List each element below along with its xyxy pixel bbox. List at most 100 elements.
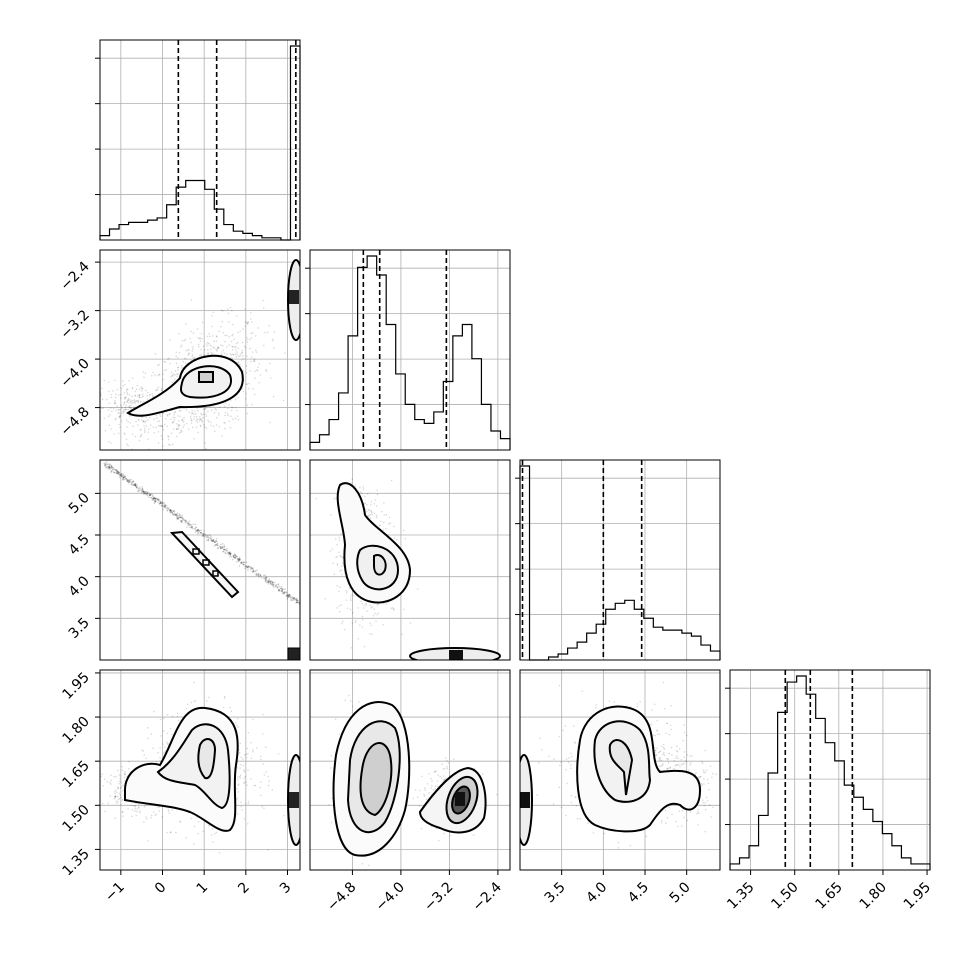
scatter-point [107, 468, 109, 470]
scatter-point [378, 524, 381, 527]
scatter-point [203, 535, 205, 538]
scatter-point [340, 533, 342, 535]
scatter-point [147, 496, 150, 499]
scatter-point [179, 821, 182, 823]
scatter-point [175, 513, 178, 515]
scatter-point [236, 766, 238, 769]
scatter-point [286, 593, 289, 596]
scatter-point [191, 355, 193, 358]
scatter-point [188, 523, 190, 526]
scatter-point [132, 483, 134, 486]
scatter-point [160, 415, 162, 418]
scatter-point [481, 773, 484, 775]
scatter-point [185, 707, 188, 710]
scatter-point [146, 737, 149, 740]
scatter-point [233, 555, 235, 557]
scatter-point [223, 421, 225, 424]
scatter-point [357, 607, 359, 609]
scatter-point [254, 370, 256, 372]
scatter-point [104, 464, 106, 467]
scatter-point [237, 341, 239, 344]
scatter-point [115, 800, 118, 802]
scatter-point [375, 620, 377, 622]
scatter-point [237, 559, 240, 561]
scatter-point [180, 367, 183, 369]
scatter-point [119, 474, 121, 476]
scatter-point [188, 524, 190, 526]
scatter-point [147, 438, 149, 441]
scatter-point [208, 342, 210, 345]
scatter-point [164, 504, 167, 507]
scatter-point [185, 349, 187, 352]
scatter-point [145, 416, 148, 419]
scatter-point [212, 539, 215, 541]
scatter-point [120, 474, 122, 476]
scatter-point [183, 518, 185, 521]
scatter-point [173, 420, 175, 423]
scatter-point [134, 484, 136, 487]
scatter-point [137, 487, 139, 490]
scatter-point [202, 534, 205, 536]
scatter-point [197, 337, 199, 339]
scatter-point [153, 497, 156, 499]
scatter-point [217, 347, 219, 350]
density-cell [449, 650, 463, 660]
scatter-point [435, 827, 438, 830]
scatter-point [131, 377, 134, 380]
scatter-point [162, 743, 164, 745]
scatter-point [95, 392, 97, 394]
scatter-point [157, 751, 159, 754]
scatter-point [217, 547, 219, 549]
scatter-point [143, 754, 146, 757]
scatter-point [180, 516, 183, 518]
scatter-point [118, 476, 121, 479]
scatter-point [114, 402, 116, 405]
scatter-point [208, 332, 211, 335]
scatter-point [168, 443, 170, 446]
scatter-point [420, 775, 423, 778]
scatter-point [361, 615, 364, 618]
scatter-point [171, 733, 173, 736]
scatter-point [115, 469, 118, 471]
scatter-point [148, 494, 151, 497]
scatter-point [341, 573, 343, 576]
scatter-point [110, 465, 113, 468]
scatter-point [136, 810, 138, 813]
scatter-point [113, 399, 116, 402]
scatter-point [170, 831, 172, 833]
scatter-point [191, 350, 194, 352]
scatter-point [202, 345, 205, 347]
scatter-point [167, 435, 169, 437]
scatter-point [230, 409, 233, 412]
scatter-point [250, 567, 253, 570]
scatter-point [443, 832, 445, 835]
scatter-point [224, 548, 226, 551]
scatter-point [153, 418, 155, 421]
scatter-point [207, 420, 210, 423]
scatter-point [132, 484, 135, 486]
scatter-point [163, 505, 166, 508]
scatter-point [158, 806, 160, 808]
scatter-point [139, 429, 141, 432]
scatter-point [229, 556, 231, 558]
scatter-point [124, 398, 126, 400]
scatter-point [161, 503, 163, 505]
scatter-point [243, 770, 246, 773]
scatter-point [226, 353, 228, 355]
scatter-point [281, 590, 283, 592]
scatter-point [113, 797, 116, 800]
scatter-point [423, 793, 425, 796]
scatter-point [379, 524, 381, 527]
scatter-point [146, 492, 148, 495]
scatter-point [383, 514, 386, 516]
panel-content [315, 478, 501, 660]
scatter-point [215, 537, 218, 540]
scatter-point [194, 523, 197, 526]
scatter-point [236, 717, 239, 720]
scatter-point [189, 523, 191, 526]
scatter-point [246, 566, 249, 568]
scatter-point [336, 562, 339, 565]
scatter-point [171, 374, 174, 376]
scatter-point [205, 413, 207, 415]
scatter-point [338, 539, 341, 542]
